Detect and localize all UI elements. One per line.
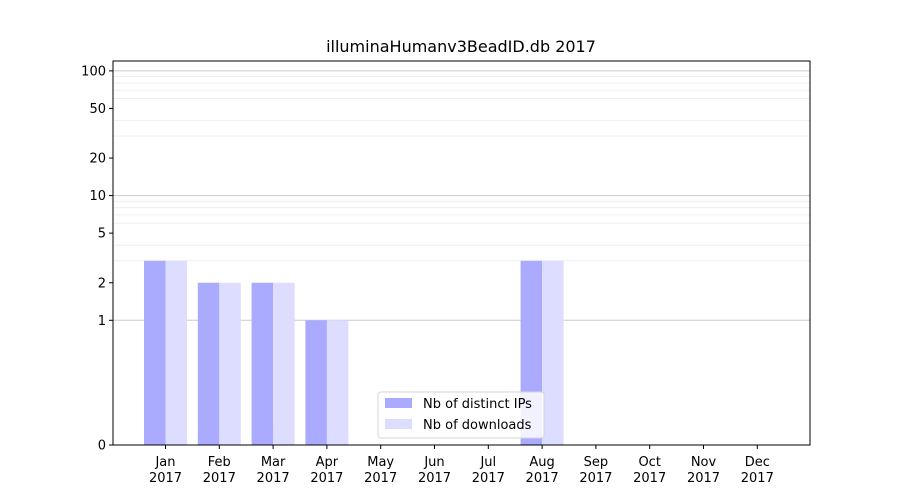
x-tick-label-year: 2017 (149, 471, 182, 486)
y-tick-label: 50 (89, 102, 106, 117)
x-tick-label-year: 2017 (633, 471, 666, 486)
x-tick-label-month: Mar (261, 455, 286, 470)
bar-downloads (326, 320, 349, 445)
bar-distinct-ips (251, 282, 274, 445)
x-tick-label-month: Dec (745, 455, 770, 470)
x-tick-label-year: 2017 (257, 471, 290, 486)
x-axis: Jan2017Feb2017Mar2017Apr2017May2017Jun20… (149, 445, 774, 486)
bar-distinct-ips (144, 260, 166, 445)
y-tick-label: 1 (98, 314, 106, 329)
y-axis: 0 1 2 5 10 20 50 100 (81, 64, 113, 454)
y-tick-label: 100 (81, 64, 106, 79)
bar-distinct-ips (305, 320, 327, 445)
x-tick-label-year: 2017 (310, 471, 343, 486)
x-tick-label-year: 2017 (364, 471, 397, 486)
legend: Nb of distinct IPs Nb of downloads (377, 391, 545, 439)
legend-swatch (385, 398, 412, 408)
bar-downloads (219, 282, 241, 445)
grid (113, 70, 810, 321)
chart-title: illuminaHumanv3BeadID.db 2017 (326, 37, 596, 56)
y-tick-label: 0 (98, 439, 106, 454)
bar-downloads (273, 282, 295, 445)
plot-area-frame (112, 60, 811, 446)
x-tick-label-year: 2017 (203, 471, 236, 486)
y-tick-label: 10 (89, 189, 106, 204)
x-tick-label-month: Jun (423, 455, 444, 470)
legend-label: Nb of distinct IPs (423, 397, 532, 412)
y-tick-label: 2 (98, 276, 106, 291)
x-tick-label-month: Apr (316, 455, 339, 470)
bar-downloads (542, 260, 564, 445)
x-tick-label-year: 2017 (526, 471, 559, 486)
x-tick-label-month: Nov (691, 455, 717, 470)
x-tick-label-year: 2017 (472, 471, 505, 486)
x-tick-label-month: May (367, 455, 394, 470)
x-tick-label-month: Jan (154, 455, 175, 470)
x-tick-label-year: 2017 (579, 471, 612, 486)
x-tick-label-year: 2017 (687, 471, 720, 486)
legend-label: Nb of downloads (423, 418, 532, 433)
x-tick-label-year: 2017 (418, 471, 451, 486)
x-tick-label-year: 2017 (741, 471, 774, 486)
y-tick-label: 5 (98, 227, 106, 242)
x-tick-label-month: Sep (584, 455, 609, 470)
x-tick-label-month: Oct (638, 455, 660, 470)
legend-swatch (385, 419, 412, 429)
x-tick-label-month: Feb (208, 455, 231, 470)
x-tick-label-month: Jul (479, 455, 496, 470)
y-tick-label: 20 (89, 152, 106, 167)
x-tick-label-month: Aug (529, 455, 554, 470)
bar-distinct-ips (197, 282, 220, 445)
legend-box (377, 391, 545, 439)
bar-downloads (165, 260, 187, 445)
